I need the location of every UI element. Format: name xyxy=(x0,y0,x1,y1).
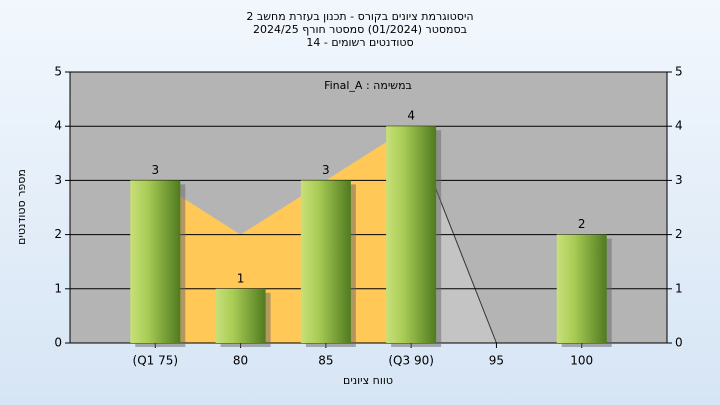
x-tick-label: 100 xyxy=(570,354,593,368)
y-axis-label: מספר סטודנטים xyxy=(15,169,28,245)
value-label: 4 xyxy=(407,109,415,123)
y2-tick-label: 5 xyxy=(675,65,683,79)
title-line: סטודנטים רשומים - 14 xyxy=(306,36,413,49)
y2-tick-label: 0 xyxy=(675,336,683,350)
value-label: 2 xyxy=(578,217,586,231)
y2-tick-label: 4 xyxy=(675,119,683,133)
y-tick-label: 5 xyxy=(54,65,62,79)
y2-tick-label: 2 xyxy=(675,227,683,241)
y-tick-label: 1 xyxy=(54,281,62,295)
x-tick-label: 95 xyxy=(489,354,504,368)
bar xyxy=(556,234,607,343)
y-tick-label: 0 xyxy=(54,336,62,350)
title-line: בסמסטר (01/2024) סמסטר חורף 2024/25 xyxy=(253,23,467,36)
title-line: היסטוגרמת ציונים בקורס - תכנון בעזרת מחש… xyxy=(246,10,473,23)
bar xyxy=(215,288,266,343)
x-tick-label: (Q1 75) xyxy=(133,354,179,368)
y-tick-label: 3 xyxy=(54,173,62,187)
bar xyxy=(130,180,181,343)
value-label: 1 xyxy=(237,271,245,285)
value-label: 3 xyxy=(322,163,330,177)
bar xyxy=(300,180,351,343)
x-axis-label: טווח ציונים xyxy=(343,374,393,387)
x-tick-label: (Q3 90) xyxy=(388,354,434,368)
bar xyxy=(386,126,437,343)
y-tick-label: 2 xyxy=(54,227,62,241)
x-tick-label: 80 xyxy=(233,354,248,368)
y2-tick-label: 1 xyxy=(675,281,683,295)
y-tick-label: 4 xyxy=(54,119,62,133)
value-label: 3 xyxy=(151,163,159,177)
x-tick-label: 85 xyxy=(318,354,333,368)
annotation: Final_A : במשימה xyxy=(324,79,412,92)
y2-tick-label: 3 xyxy=(675,173,683,187)
